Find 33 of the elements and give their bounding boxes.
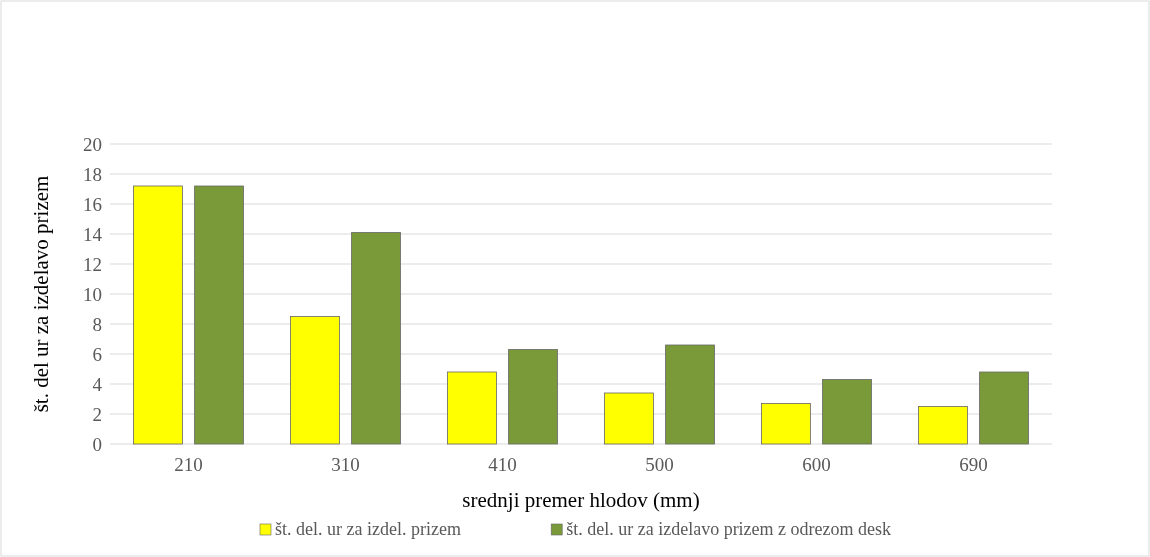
y-tick-label: 20 [83, 133, 102, 155]
bar [290, 316, 340, 445]
y-tick-label: 18 [83, 163, 102, 185]
x-tick-label: 600 [802, 454, 831, 475]
legend-label: št. del. ur za izdel. prizem [275, 519, 461, 539]
legend-label: št. del. ur za izdelavo prizem z odrezom desk [566, 519, 892, 539]
y-tick-label: 8 [92, 313, 102, 335]
y-axis-title: št. del ur za izdelavo prizem [29, 175, 53, 413]
y-tick-label: 0 [92, 433, 102, 455]
x-tick-label: 500 [645, 454, 674, 475]
x-tick-label: 410 [488, 454, 517, 475]
y-tick-label: 10 [83, 283, 102, 305]
x-axis-title: srednji premer hlodov (mm) [462, 488, 700, 512]
bar [194, 185, 244, 445]
bar [447, 371, 497, 445]
bar [665, 344, 715, 445]
bar [761, 403, 811, 445]
bar [604, 392, 654, 445]
y-tick-label: 6 [92, 343, 102, 365]
y-tick-label: 2 [92, 403, 102, 425]
bar [979, 371, 1029, 445]
y-tick-label: 16 [83, 193, 102, 215]
bar [822, 379, 872, 445]
x-tick-label: 210 [174, 454, 203, 475]
x-tick-label: 690 [959, 454, 988, 475]
y-tick-label: 12 [83, 253, 102, 275]
bar [508, 349, 558, 445]
x-tick-label: 310 [331, 454, 360, 475]
bar [133, 185, 183, 445]
y-tick-label: 4 [92, 373, 103, 395]
bar [918, 406, 968, 445]
bar [351, 232, 401, 445]
y-tick-label: 14 [83, 223, 103, 245]
